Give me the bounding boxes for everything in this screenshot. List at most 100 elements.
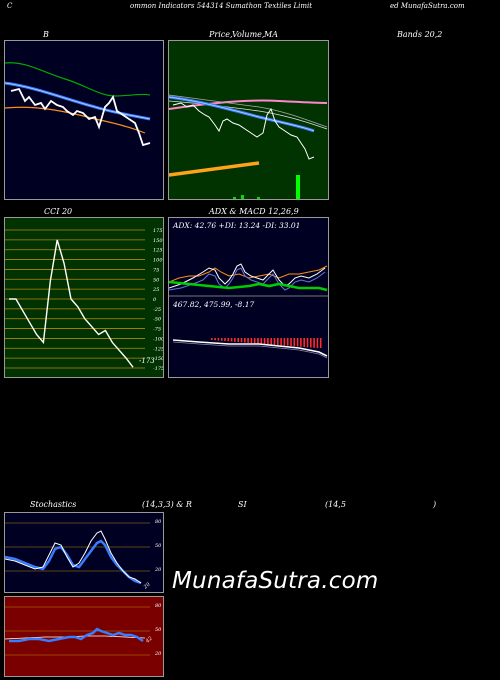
rsi-close-paren: ) [433, 500, 437, 509]
rsi-panel: 80 50 20 42 [4, 596, 164, 677]
macd-line [172, 339, 328, 357]
cci-line [9, 239, 134, 368]
cci-tick-label: -100 [153, 336, 163, 342]
cci-tick-label: -25 [153, 307, 161, 313]
macd-histogram-bar [270, 338, 272, 345]
di-plus-line [169, 267, 326, 291]
rsi-blue-line [9, 627, 144, 643]
macd-histogram [211, 338, 322, 348]
bb-upper-band [5, 62, 151, 97]
price-chart [169, 94, 328, 199]
bb-lower-band [5, 106, 146, 134]
stoch-tick-80: 80 [155, 519, 162, 525]
macd-histogram-bar [230, 338, 233, 342]
macd-histogram-bar [224, 338, 226, 341]
cci-last-value: -173 [139, 357, 155, 365]
bb-price-line [10, 87, 151, 147]
rsi-tick-20: 20 [155, 651, 162, 657]
cci-tick-label: 50 [153, 277, 160, 283]
macd-histogram-bar [303, 338, 305, 347]
macd-histogram-bar [290, 338, 292, 346]
stochastics-panel: 80 50 20 20 [4, 512, 164, 593]
macd-histogram-bar [244, 338, 246, 343]
cci-tick-label: 175 [153, 228, 163, 234]
header-left: C [7, 2, 13, 10]
rsi-params: (14,5 [325, 500, 346, 509]
macd-histogram-bar [267, 338, 269, 345]
cci-tick-label: -125 [153, 346, 163, 352]
volume-bar-4 [296, 175, 300, 199]
macd-histogram-bar [263, 338, 266, 344]
munafasutra-watermark: MunafaSutra.com [172, 568, 379, 594]
adx-macd-panel: ADX: 42.76 +DI: 13.24 -DI: 33.01 467.82,… [168, 217, 329, 378]
volume-bar-3 [257, 197, 260, 199]
stoch-d-white [5, 530, 142, 584]
stoch-tick-20: 20 [155, 567, 162, 573]
macd-histogram-bar [316, 338, 319, 348]
macd-histogram-bar [310, 338, 312, 348]
macd-histogram-bar [273, 338, 276, 345]
cci-label: CCI 20 [44, 207, 73, 216]
macd-histogram-bar [237, 338, 239, 342]
cci-tick-label: 0 [153, 297, 157, 303]
macd-histogram-bar [280, 338, 282, 346]
bollinger-chart [5, 62, 151, 147]
stochastics-label: Stochastics [30, 500, 77, 509]
macd-histogram-bar [300, 338, 302, 347]
cci-panel: 175 150 125 100 75 50 25 0 -25 -50 -75 -100 -125 -150… [4, 217, 164, 378]
cci-tick-label: 125 [153, 248, 163, 254]
ma-line-blue-light [169, 96, 315, 132]
adx-macd-chart [169, 263, 328, 359]
ma-line-pink [169, 99, 328, 110]
macd-histogram-bar [260, 338, 263, 344]
ma-line-gray-2 [169, 100, 328, 130]
rsi-tick-50: 50 [155, 627, 162, 633]
macd-histogram-bar [296, 338, 299, 347]
adx-macd-label: ADX & MACD 12,26,9 [209, 207, 299, 216]
bb-middle-band [5, 81, 151, 121]
cci-tick-label: -50 [153, 317, 162, 323]
adx-orange-line [169, 265, 328, 283]
long-ma-orange [169, 161, 260, 177]
cci-tick-label: 25 [152, 287, 159, 293]
rsi-chart [5, 606, 150, 656]
macd-histogram-bar [283, 338, 286, 346]
volume-bar-2 [241, 195, 244, 199]
ma-label: MA [264, 30, 278, 39]
macd-histogram-bar [240, 338, 243, 343]
macd-histogram-bar [319, 338, 322, 348]
macd-histogram-bar [234, 338, 236, 342]
macd-histogram-bar [220, 338, 223, 341]
cci-tick-label: 75 [153, 267, 159, 273]
macd-histogram-bar [211, 338, 213, 340]
bb-middle-band-light [5, 82, 151, 120]
price-panel [168, 40, 329, 200]
macd-histogram-bar [306, 338, 309, 348]
stochastics-chart [5, 522, 150, 585]
cci-tick-label: -150 [153, 356, 163, 362]
bands-label: Bands 20,2 [397, 30, 443, 39]
cci-tick-label: -75 [153, 327, 161, 333]
macd-signal-line [172, 341, 328, 359]
adx-green-line [169, 280, 328, 292]
rsi-si-label: SI [238, 500, 247, 509]
bollinger-panel [4, 40, 164, 200]
stoch-tick-50: 50 [155, 543, 162, 549]
price-line [172, 102, 315, 160]
macd-histogram-bar [286, 338, 289, 346]
macd-histogram-bar [313, 338, 315, 348]
cci-tick-label: -175 [153, 366, 163, 372]
header-site: ed MunafaSutra.com [390, 2, 465, 10]
di-minus-line [169, 263, 326, 289]
rsi-tick-80: 80 [155, 603, 162, 609]
macd-histogram-bar [227, 338, 230, 342]
macd-histogram-bar [277, 338, 279, 345]
macd-histogram-bar [217, 338, 220, 341]
bollinger-label-b: B [43, 30, 49, 39]
cci-chart: 175 150 125 100 75 50 25 0 -25 -50 -75 -100 -125 -150… [5, 228, 163, 372]
ma-line-gray-1 [169, 94, 328, 128]
macd-histogram-bar [247, 338, 249, 343]
adx-values: ADX: 42.76 +DI: 13.24 -DI: 33.01 [173, 221, 301, 230]
cci-tick-label: 100 [153, 258, 163, 264]
volume-bar-1 [233, 197, 236, 199]
